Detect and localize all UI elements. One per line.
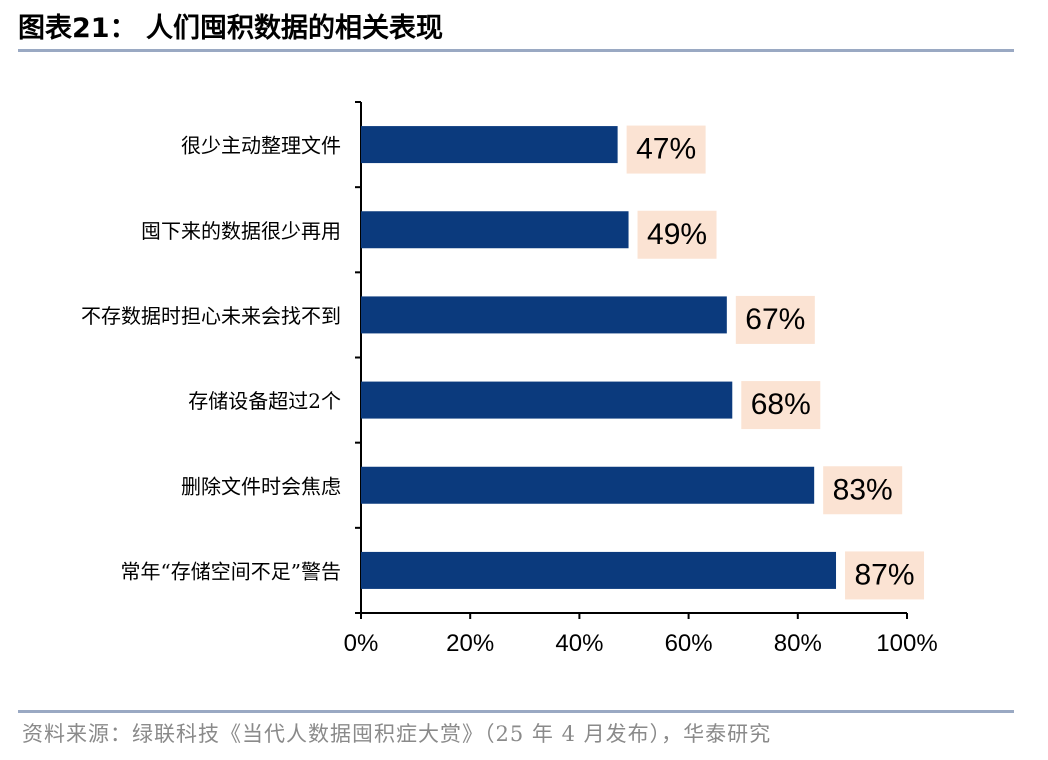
data-label: 83% bbox=[833, 473, 893, 506]
data-label: 87% bbox=[854, 558, 914, 591]
bar bbox=[361, 211, 629, 249]
figure-header: 图表21： 人们囤积数据的相关表现 bbox=[18, 8, 1012, 50]
x-tick-label: 20% bbox=[446, 630, 494, 657]
data-label-box bbox=[735, 295, 815, 344]
category-label: 不存数据时担心未来会找不到 bbox=[81, 304, 341, 328]
x-tick-label: 80% bbox=[774, 630, 822, 657]
bar bbox=[361, 126, 618, 164]
bar bbox=[361, 296, 727, 334]
bar bbox=[361, 551, 837, 589]
category-label: 囤下来的数据很少再用 bbox=[141, 219, 341, 243]
data-label-box bbox=[741, 381, 821, 430]
top-divider bbox=[18, 49, 1014, 52]
data-label-box bbox=[845, 551, 925, 600]
bar bbox=[361, 381, 733, 419]
x-tick-label: 40% bbox=[555, 630, 603, 657]
category-label: 很少主动整理文件 bbox=[181, 134, 341, 158]
x-tick-label: 60% bbox=[665, 630, 713, 657]
figure-title: 图表21： 人们囤积数据的相关表现 bbox=[18, 13, 443, 44]
x-tick-label: 100% bbox=[876, 630, 937, 657]
data-label: 68% bbox=[751, 388, 811, 421]
bar bbox=[361, 466, 815, 504]
data-label: 67% bbox=[745, 303, 805, 336]
category-label: 存储设备超过2个 bbox=[188, 389, 341, 413]
bar-chart: 0% 20% 40% 60% 80% 100% 很少主动整理文件 47% 囤下来的数据很少再用 4… bbox=[81, 101, 938, 657]
data-label: 47% bbox=[636, 133, 696, 166]
data-label-box bbox=[626, 125, 706, 174]
category-label: 常年“存储空间不足”警告 bbox=[121, 559, 341, 583]
data-label: 49% bbox=[647, 218, 707, 251]
data-label-box bbox=[823, 466, 903, 515]
x-tick-label: 0% bbox=[344, 630, 379, 657]
category-label: 删除文件时会焦虑 bbox=[181, 474, 341, 498]
bottom-divider bbox=[18, 710, 1014, 713]
data-label-box bbox=[637, 210, 717, 259]
source-note: 资料来源：绿联科技《当代人数据囤积症大赏》（25 年 4 月发布），华泰研究 bbox=[22, 722, 772, 746]
